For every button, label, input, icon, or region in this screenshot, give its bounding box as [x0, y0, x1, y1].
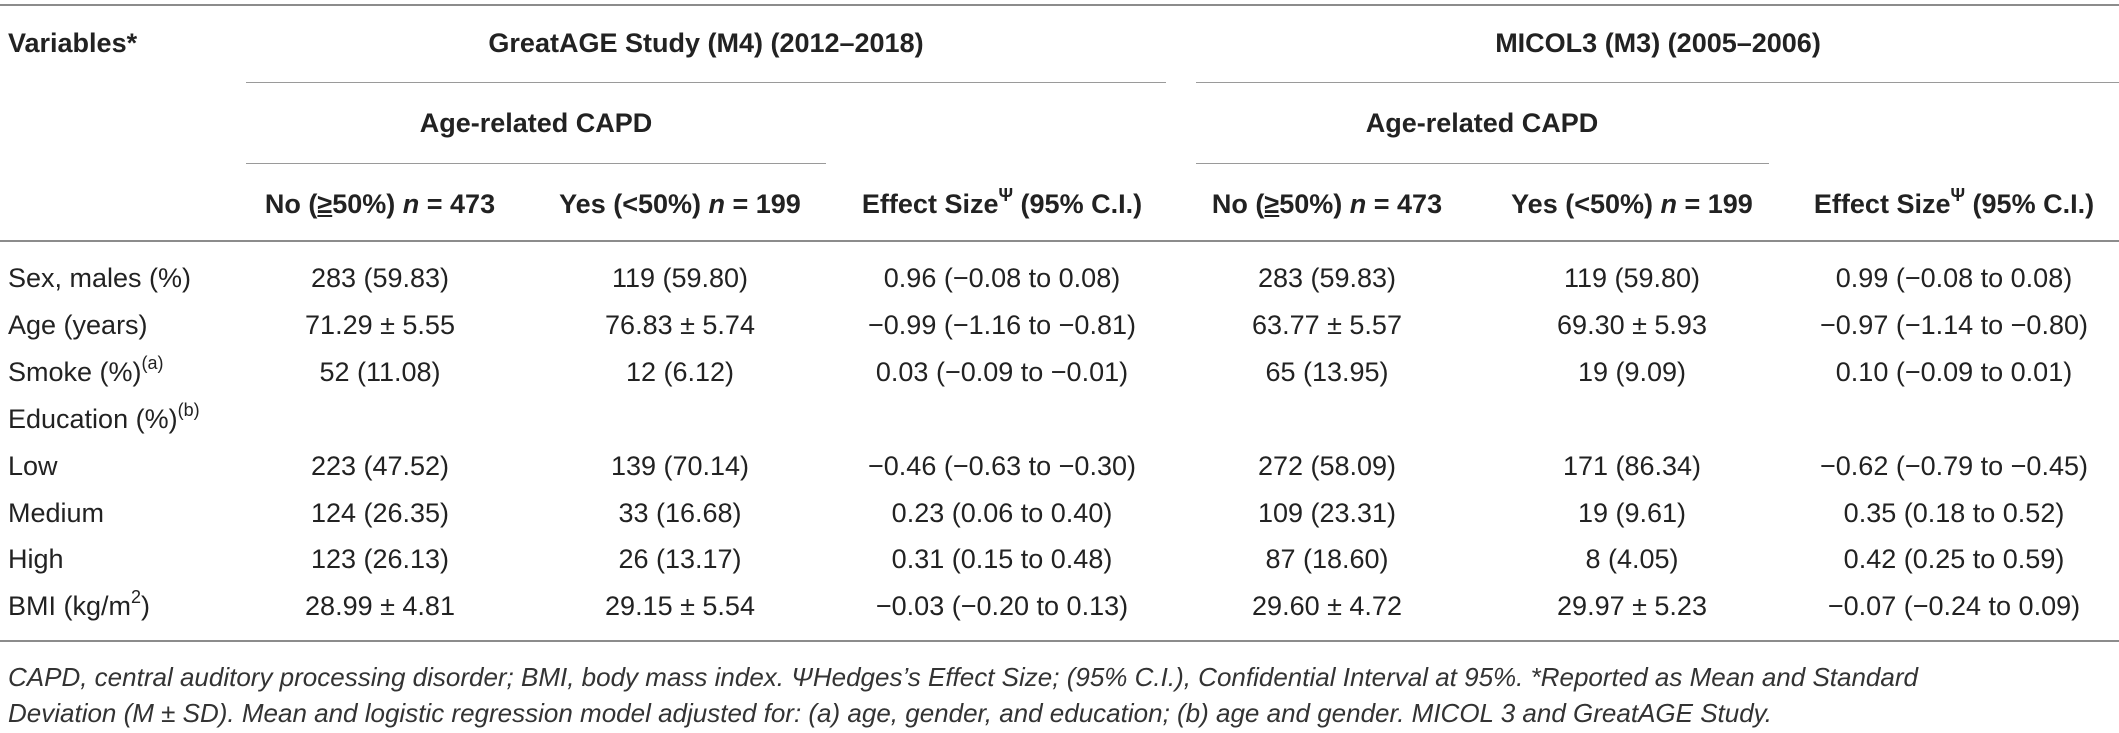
cell-g1-es: 0.03 (−0.09 to −0.01) — [875, 357, 1129, 387]
cell-g2-es: 0.99 (−0.08 to 0.08) — [1835, 263, 2073, 293]
cell-g1-yes: 29.15 ± 5.54 — [605, 591, 755, 621]
cell-g1-no: 283 (59.83) — [310, 263, 450, 293]
subgroup1-underline — [246, 163, 826, 164]
cell-g1-no: 124 (26.35) — [310, 498, 450, 528]
cell-g2-no: 29.60 ± 4.72 — [1252, 591, 1402, 621]
cell-g1-yes: 76.83 ± 5.74 — [605, 310, 755, 340]
cell-g2-yes: 69.30 ± 5.93 — [1557, 310, 1707, 340]
subgroup2-underline — [1196, 163, 1769, 164]
cell-g2-yes: 119 (59.80) — [1563, 263, 1701, 293]
cell-g2-no: 109 (23.31) — [1257, 498, 1397, 528]
cell-g2-es: −0.62 (−0.79 to −0.45) — [1820, 451, 2088, 481]
col-effect-header-g2: Effect SizeΨ (95% C.I.) — [1813, 185, 2095, 219]
header-bottom-rule — [0, 240, 2119, 242]
cell-g1-yes: 33 (16.68) — [618, 498, 742, 528]
cell-g1-es: 0.31 (0.15 to 0.48) — [891, 544, 1113, 574]
cell-g2-es: −0.97 (−1.14 to −0.80) — [1820, 310, 2088, 340]
group2-underline — [1196, 82, 2119, 83]
cell-g2-es: 0.35 (0.18 to 0.52) — [1843, 498, 2065, 528]
subgroup2-header: Age-related CAPD — [1365, 108, 1599, 138]
cell-g1-es: −0.99 (−1.16 to −0.81) — [868, 310, 1136, 340]
footnote-line-1: CAPD, central auditory processing disord… — [8, 662, 1918, 692]
cell-g1-es: −0.03 (−0.20 to 0.13) — [875, 591, 1129, 621]
group1-underline — [246, 82, 1166, 83]
cell-g1-yes: 119 (59.80) — [611, 263, 749, 293]
col-yes-header-g1: Yes (<50%) n = 199 — [559, 189, 801, 219]
cell-g1-es: 0.23 (0.06 to 0.40) — [891, 498, 1113, 528]
cell-g2-yes: 29.97 ± 5.23 — [1557, 591, 1707, 621]
cell-g2-no: 272 (58.09) — [1257, 451, 1397, 481]
cell-g1-no: 52 (11.08) — [319, 357, 441, 387]
cell-g1-no: 123 (26.13) — [310, 544, 450, 574]
cell-g2-no: 283 (59.83) — [1257, 263, 1397, 293]
cell-g2-yes: 19 (9.61) — [1577, 498, 1687, 528]
cell-g2-yes: 8 (4.05) — [1585, 544, 1679, 574]
row-label: Sex, males (%) — [8, 263, 192, 293]
row-label: BMI (kg/m2) — [8, 587, 151, 621]
subgroup1-header: Age-related CAPD — [419, 108, 653, 138]
cell-g1-es: −0.46 (−0.63 to −0.30) — [868, 451, 1136, 481]
row-label: Smoke (%)(a) — [8, 353, 164, 387]
cell-g1-no: 223 (47.52) — [310, 451, 450, 481]
table-bottom-rule — [0, 640, 2119, 642]
cell-g1-yes: 26 (13.17) — [618, 544, 742, 574]
group1-header: GreatAGE Study (M4) (2012–2018) — [488, 28, 924, 58]
cell-g2-es: 0.42 (0.25 to 0.59) — [1843, 544, 2065, 574]
variables-header: Variables* — [8, 28, 138, 58]
cell-g2-es: 0.10 (−0.09 to 0.01) — [1835, 357, 2073, 387]
cell-g2-es: −0.07 (−0.24 to 0.09) — [1827, 591, 2081, 621]
row-label: High — [8, 544, 64, 574]
row-label: Medium — [8, 498, 105, 528]
cell-g1-yes: 139 (70.14) — [610, 451, 750, 481]
row-label: Age (years) — [8, 310, 148, 340]
group2-header: MICOL3 (M3) (2005–2006) — [1495, 28, 1821, 58]
cell-g1-no: 28.99 ± 4.81 — [305, 591, 455, 621]
cell-g2-yes: 19 (9.09) — [1577, 357, 1687, 387]
cell-g2-no: 63.77 ± 5.57 — [1252, 310, 1402, 340]
cell-g1-es: 0.96 (−0.08 to 0.08) — [883, 263, 1121, 293]
row-label: Low — [8, 451, 58, 481]
cell-g2-no: 65 (13.95) — [1265, 357, 1389, 387]
cell-g2-no: 87 (18.60) — [1265, 544, 1389, 574]
cell-g1-yes: 12 (6.12) — [625, 357, 735, 387]
cell-g1-no: 71.29 ± 5.55 — [305, 310, 455, 340]
row-label: Education (%)(b) — [8, 400, 200, 434]
cell-g2-yes: 171 (86.34) — [1562, 451, 1702, 481]
col-effect-header-g1: Effect SizeΨ (95% C.I.) — [861, 185, 1143, 219]
col-no-header-g1: No (≥50%) n = 473 — [264, 189, 496, 219]
top-rule — [0, 4, 2119, 6]
col-yes-header-g2: Yes (<50%) n = 199 — [1511, 189, 1753, 219]
col-no-header-g2: No (≥50%) n = 473 — [1211, 189, 1443, 219]
footnote-line-2: Deviation (M ± SD). Mean and logistic re… — [8, 698, 1772, 728]
